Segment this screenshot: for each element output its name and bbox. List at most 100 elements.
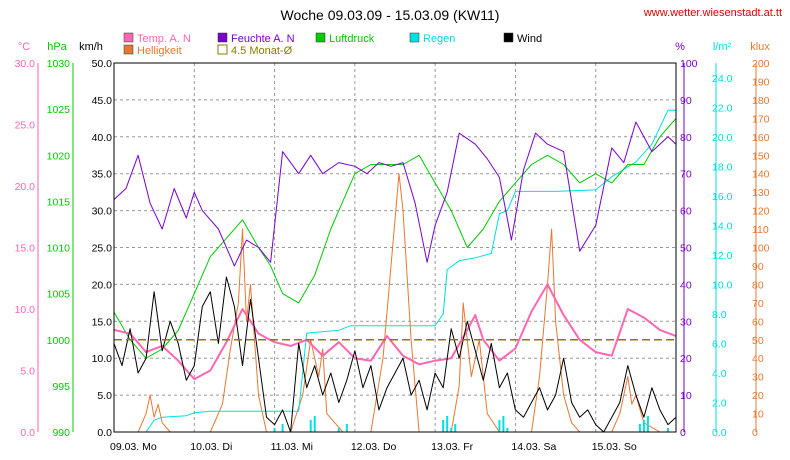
tick-label-rain: 0.0	[712, 427, 727, 439]
tick-label-temp: 30.0	[15, 58, 36, 70]
tick-label-brightness: 180	[752, 95, 770, 107]
series-line-temp	[113, 283, 677, 381]
tick-label-pressure: 995	[52, 381, 70, 393]
axis-unit-humidity: %	[675, 41, 685, 53]
tick-label-humidity: 60	[680, 206, 692, 218]
tick-label-brightness: 190	[752, 76, 770, 88]
legend-swatch-wind	[503, 32, 514, 43]
tick-label-humidity: 10	[680, 390, 692, 402]
axis-unit-wind: km/h	[79, 41, 103, 53]
tick-label-rain: 20.0	[712, 132, 733, 144]
tick-label-wind: 45.0	[92, 95, 113, 107]
tick-label-temp: 15.0	[15, 243, 36, 255]
tick-label-pressure: 1015	[47, 196, 71, 208]
x-tick-label: 13.03. Fr	[431, 441, 474, 453]
tick-label-temp: 25.0	[15, 120, 36, 132]
x-tick-label: 14.03. Sa	[511, 441, 556, 453]
legend-swatch-brightness	[123, 44, 134, 55]
rain-bar	[506, 428, 509, 432]
tick-label-rain: 24.0	[712, 73, 733, 85]
tick-label-humidity: 30	[680, 316, 692, 328]
tick-label-wind: 30.0	[92, 206, 113, 218]
tick-label-brightness: 150	[752, 150, 770, 162]
tick-label-brightness: 70	[752, 298, 764, 310]
x-tick-label: 09.03. Mo	[110, 441, 157, 453]
axis-units: °C hPa km/h% l/m² klux	[18, 41, 770, 53]
rain-bar	[498, 420, 501, 432]
tick-label-brightness: 160	[752, 132, 770, 144]
tick-label-rain: 10.0	[712, 279, 733, 291]
rain-bar	[446, 416, 449, 432]
tick-label-wind: 5.0	[97, 390, 112, 402]
tick-label-brightness: 100	[752, 243, 770, 255]
tick-label-brightness: 120	[752, 206, 770, 218]
legend-label-rain: Regen	[423, 33, 455, 45]
tick-label-rain: 12.0	[712, 250, 733, 262]
tick-label-rain: 22.0	[712, 102, 733, 114]
legend-swatch-humidity	[217, 32, 228, 43]
tick-label-temp: 10.0	[15, 304, 36, 316]
tick-label-brightness: 170	[752, 113, 770, 125]
rain-bar	[638, 424, 641, 432]
tick-label-wind: 15.0	[92, 316, 113, 328]
series-line-rain	[114, 109, 676, 433]
legend-label-pressure: Luftdruck	[329, 33, 375, 45]
legend-label-avg: 4.5 Monat-Ø	[231, 45, 293, 57]
legend-swatch-avg	[217, 44, 228, 55]
tick-label-pressure: 1030	[47, 58, 71, 70]
rain-bar	[281, 424, 284, 432]
series-line-pressure	[113, 118, 677, 359]
tick-label-humidity: 100	[680, 58, 698, 70]
site-url[interactable]: www.wetter.wiesenstadt.at.tt	[643, 7, 782, 19]
tick-label-temp: 0.0	[20, 427, 35, 439]
tick-label-brightness: 0	[752, 427, 758, 439]
legend-swatch-temp	[123, 32, 134, 43]
legend-label-wind: Wind	[517, 33, 542, 45]
tick-label-pressure: 1010	[47, 243, 71, 255]
tick-label-pressure: 990	[52, 427, 70, 439]
legend-label-brightness: Helligkeit	[137, 45, 182, 57]
tick-label-brightness: 60	[752, 316, 764, 328]
tick-label-brightness: 110	[752, 224, 769, 236]
chart-title: Woche 09.03.09 - 15.03.09 (KW11)	[281, 7, 500, 23]
legend-label-temp: Temp. A. N	[137, 33, 191, 45]
tick-label-humidity: 70	[680, 169, 692, 181]
tick-label-rain: 16.0	[712, 191, 733, 203]
tick-label-rain: 14.0	[712, 220, 733, 232]
axes: 0.05.010.015.020.025.030.099099510001005…	[15, 58, 770, 453]
tick-label-humidity: 80	[680, 132, 692, 144]
tick-label-wind: 25.0	[92, 243, 113, 255]
tick-label-brightness: 140	[752, 169, 770, 181]
rain-bar	[273, 428, 276, 432]
tick-label-brightness: 50	[752, 335, 764, 347]
tick-label-brightness: 200	[752, 58, 770, 70]
tick-label-rain: 2.0	[712, 397, 727, 409]
legend-swatch-pressure	[315, 32, 326, 43]
tick-label-humidity: 50	[680, 243, 692, 255]
tick-label-temp: 5.0	[20, 366, 35, 378]
plot-border	[113, 62, 677, 433]
legend-label-humidity: Feuchte A. N	[231, 33, 295, 45]
tick-label-humidity: 40	[680, 279, 692, 291]
rain-bar	[666, 428, 669, 432]
tick-label-brightness: 10	[752, 409, 764, 421]
rain-bar	[646, 416, 649, 432]
tick-label-brightness: 130	[752, 187, 770, 199]
rain-bar	[337, 428, 340, 432]
rain-bar	[454, 424, 457, 432]
x-tick-label: 12.03. Do	[351, 441, 397, 453]
tick-label-brightness: 30	[752, 372, 764, 384]
tick-label-humidity: 90	[680, 95, 692, 107]
rain-bar	[442, 420, 445, 432]
tick-label-rain: 18.0	[712, 161, 733, 173]
tick-label-rain: 6.0	[712, 338, 727, 350]
tick-label-brightness: 90	[752, 261, 764, 273]
rain-bar	[313, 416, 316, 432]
legend-swatch-rain	[409, 32, 420, 43]
tick-label-wind: 20.0	[92, 279, 113, 291]
tick-label-temp: 20.0	[15, 181, 36, 193]
tick-label-brightness: 20	[752, 390, 764, 402]
tick-label-wind: 35.0	[92, 169, 113, 181]
tick-label-pressure: 1000	[47, 335, 71, 347]
rain-bar	[502, 416, 505, 432]
